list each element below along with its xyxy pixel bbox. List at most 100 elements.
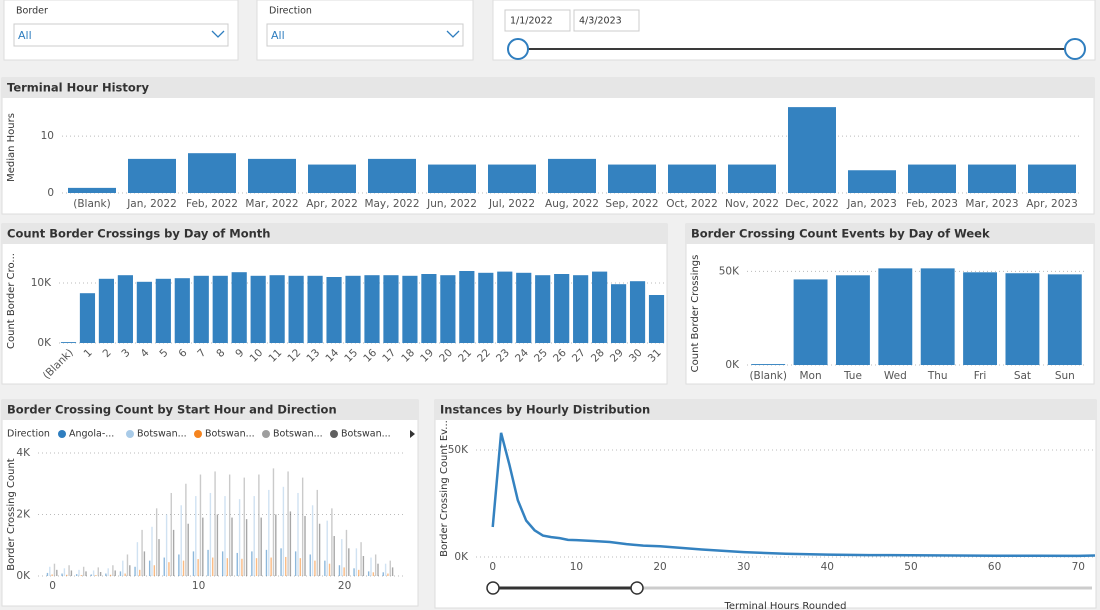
bar[interactable] bbox=[348, 548, 350, 576]
bar[interactable] bbox=[70, 570, 73, 576]
bar[interactable] bbox=[368, 158, 416, 193]
bar[interactable] bbox=[107, 568, 109, 576]
bar[interactable] bbox=[168, 562, 170, 576]
bar[interactable] bbox=[345, 275, 361, 343]
bar[interactable] bbox=[136, 281, 152, 343]
bar[interactable] bbox=[182, 560, 185, 576]
bar[interactable] bbox=[119, 571, 122, 576]
bar[interactable] bbox=[294, 551, 297, 576]
bar[interactable] bbox=[272, 468, 275, 576]
bar[interactable] bbox=[221, 551, 224, 576]
bar[interactable] bbox=[245, 519, 248, 576]
bar[interactable] bbox=[143, 551, 146, 576]
bar[interactable] bbox=[648, 295, 665, 343]
bar[interactable] bbox=[377, 563, 379, 576]
bar[interactable] bbox=[109, 574, 112, 576]
bar[interactable] bbox=[124, 573, 126, 576]
bar[interactable] bbox=[185, 483, 187, 576]
bar[interactable] bbox=[372, 572, 375, 576]
bar[interactable] bbox=[75, 574, 78, 576]
bar[interactable] bbox=[155, 278, 171, 343]
bar[interactable] bbox=[1047, 274, 1082, 365]
bar[interactable] bbox=[374, 554, 377, 576]
bar[interactable] bbox=[248, 158, 296, 193]
bar[interactable] bbox=[269, 275, 285, 343]
bar[interactable] bbox=[255, 558, 258, 576]
bar[interactable] bbox=[428, 164, 476, 193]
bar[interactable] bbox=[314, 560, 316, 576]
bar[interactable] bbox=[610, 284, 627, 343]
bar[interactable] bbox=[345, 529, 348, 576]
bar[interactable] bbox=[338, 565, 341, 576]
bar[interactable] bbox=[367, 571, 370, 576]
bar[interactable] bbox=[353, 568, 355, 576]
dropdown[interactable] bbox=[266, 23, 464, 47]
bar[interactable] bbox=[362, 556, 365, 576]
bar[interactable] bbox=[178, 554, 180, 576]
bar[interactable] bbox=[459, 271, 475, 343]
bar[interactable] bbox=[114, 570, 116, 576]
bar[interactable] bbox=[231, 517, 233, 576]
bar[interactable] bbox=[963, 272, 998, 365]
bar[interactable] bbox=[214, 471, 216, 576]
date-box[interactable] bbox=[504, 9, 571, 32]
bar[interactable] bbox=[311, 505, 314, 576]
bar[interactable] bbox=[265, 549, 268, 576]
bar[interactable] bbox=[126, 554, 129, 576]
bar[interactable] bbox=[224, 496, 226, 576]
bar[interactable] bbox=[341, 539, 343, 576]
bar[interactable] bbox=[793, 279, 828, 365]
legend-label[interactable]: Angola-... bbox=[69, 429, 114, 440]
bar[interactable] bbox=[243, 477, 245, 576]
bar[interactable] bbox=[908, 164, 956, 193]
bar[interactable] bbox=[78, 569, 80, 576]
bar[interactable] bbox=[535, 275, 551, 343]
bar[interactable] bbox=[85, 571, 87, 576]
bar[interactable] bbox=[195, 496, 197, 576]
bar[interactable] bbox=[253, 496, 255, 576]
range-handle[interactable] bbox=[486, 581, 500, 595]
date-slider-handle[interactable] bbox=[507, 38, 529, 60]
legend-label[interactable]: Botswan... bbox=[273, 429, 323, 440]
bar[interactable] bbox=[163, 557, 165, 576]
bar[interactable] bbox=[324, 560, 326, 576]
bar[interactable] bbox=[95, 575, 97, 576]
bar[interactable] bbox=[90, 574, 92, 576]
bar[interactable] bbox=[391, 567, 394, 576]
bar[interactable] bbox=[212, 557, 214, 576]
bar[interactable] bbox=[66, 574, 68, 576]
bar[interactable] bbox=[364, 275, 380, 343]
bar[interactable] bbox=[68, 187, 116, 193]
bar[interactable] bbox=[148, 560, 151, 576]
bar[interactable] bbox=[1028, 164, 1076, 193]
bar[interactable] bbox=[301, 477, 304, 576]
bar[interactable] bbox=[920, 268, 955, 365]
bar[interactable] bbox=[516, 272, 532, 343]
bar[interactable] bbox=[318, 523, 321, 576]
bar[interactable] bbox=[53, 563, 56, 576]
bar[interactable] bbox=[282, 486, 285, 576]
bar[interactable] bbox=[383, 275, 399, 343]
legend-label[interactable]: Botswan... bbox=[205, 429, 255, 440]
bar[interactable] bbox=[389, 560, 391, 576]
bar[interactable] bbox=[309, 554, 311, 576]
bar[interactable] bbox=[141, 529, 143, 576]
bar[interactable] bbox=[238, 499, 241, 576]
bar[interactable] bbox=[1005, 273, 1040, 365]
bar[interactable] bbox=[554, 274, 570, 343]
bar[interactable] bbox=[46, 572, 49, 576]
bar[interactable] bbox=[592, 271, 608, 343]
bar[interactable] bbox=[99, 572, 102, 576]
bar[interactable] bbox=[155, 508, 158, 576]
bar[interactable] bbox=[226, 558, 229, 576]
bar[interactable] bbox=[174, 278, 190, 343]
bar[interactable] bbox=[68, 565, 70, 576]
bar[interactable] bbox=[209, 492, 212, 576]
range-handle[interactable] bbox=[630, 581, 644, 595]
bar[interactable] bbox=[158, 539, 160, 576]
legend-label[interactable]: Botswan... bbox=[341, 429, 391, 440]
bar[interactable] bbox=[134, 566, 136, 576]
bar[interactable] bbox=[629, 281, 646, 343]
bar[interactable] bbox=[80, 575, 83, 576]
bar[interactable] bbox=[751, 364, 786, 365]
